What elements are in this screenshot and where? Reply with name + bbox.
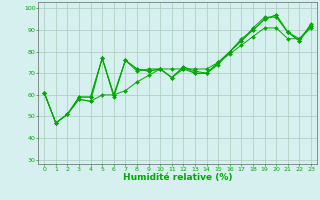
- X-axis label: Humidité relative (%): Humidité relative (%): [123, 173, 232, 182]
